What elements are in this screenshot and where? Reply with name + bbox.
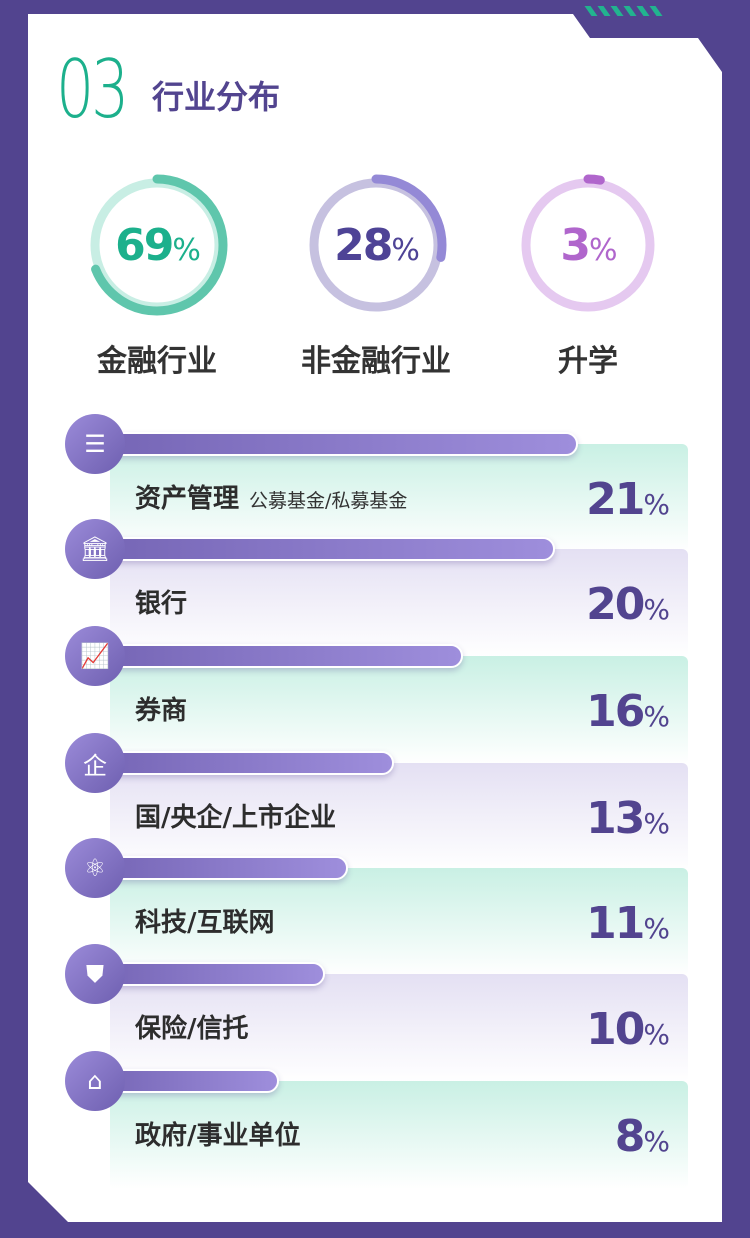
bar-value: 16%	[586, 686, 670, 737]
ring-label: 金融行业	[97, 344, 217, 379]
bar	[95, 751, 394, 775]
bar-value: 11%	[586, 898, 670, 949]
bar-label: 资产管理 公募基金/私募基金	[135, 484, 408, 514]
chart-up-icon: 📈	[65, 626, 125, 686]
bar-value: 21%	[586, 474, 670, 525]
bar-row: ⚛ 科技/互联网 11%	[0, 838, 750, 978]
atom-icon: ⚛	[65, 838, 125, 898]
government-building-icon: ⌂	[65, 1051, 125, 1111]
ring-arc	[86, 174, 228, 316]
bar-row: ⛊ 保险/信托 10%	[0, 944, 750, 1084]
bar-row: ☰ 资产管理 公募基金/私募基金 21%	[0, 414, 750, 554]
bar-row: ⌂ 政府/事业单位 8%	[0, 1051, 750, 1191]
bar-row: 🏛 银行 20%	[0, 519, 750, 659]
row-panel	[110, 763, 688, 871]
page-title: 行业分布	[152, 78, 281, 116]
bar-value: 8%	[614, 1111, 670, 1162]
ring-value: 28%	[334, 220, 420, 271]
row-panel	[110, 1081, 688, 1189]
bar-label: 保险/信托	[135, 1014, 249, 1044]
bar-label: 银行	[135, 589, 188, 619]
ring-arc	[305, 174, 447, 316]
bar-sublabel: 公募基金/私募基金	[249, 490, 408, 512]
ring-label: 非金融行业	[301, 344, 451, 379]
bar-value: 20%	[586, 579, 670, 630]
bar	[95, 962, 325, 986]
bar-label: 国/央企/上市企业	[135, 803, 336, 833]
ring-value: 3%	[560, 220, 617, 271]
bar-value: 10%	[586, 1004, 670, 1055]
bar	[95, 644, 463, 668]
bank-icon: 🏛	[65, 519, 125, 579]
row-panel	[110, 974, 688, 1082]
bar-label: 科技/互联网	[135, 908, 275, 938]
bar	[95, 432, 578, 456]
row-panel	[110, 444, 688, 552]
bar-label: 券商	[135, 696, 188, 726]
bar-row: 企国/央企/上市企业 13%	[0, 733, 750, 873]
bar-value: 13%	[586, 793, 670, 844]
ring-charts	[86, 174, 659, 316]
row-panel	[110, 868, 688, 976]
bar	[95, 537, 555, 561]
bar-row: 📈 券商 16%	[0, 626, 750, 766]
bar	[95, 856, 348, 880]
bar-label: 政府/事业单位	[135, 1121, 301, 1151]
section-number: 03	[56, 43, 129, 136]
ring-arc	[517, 174, 659, 316]
ring-label: 升学	[558, 344, 618, 379]
ring-value: 69%	[115, 220, 201, 271]
enterprise-shield-icon: 企	[65, 733, 125, 793]
person-shield-icon: ⛊	[65, 944, 125, 1004]
server-gear-icon: ☰	[65, 414, 125, 474]
bar	[95, 1069, 279, 1093]
row-panel	[110, 656, 688, 764]
row-panel	[110, 549, 688, 657]
